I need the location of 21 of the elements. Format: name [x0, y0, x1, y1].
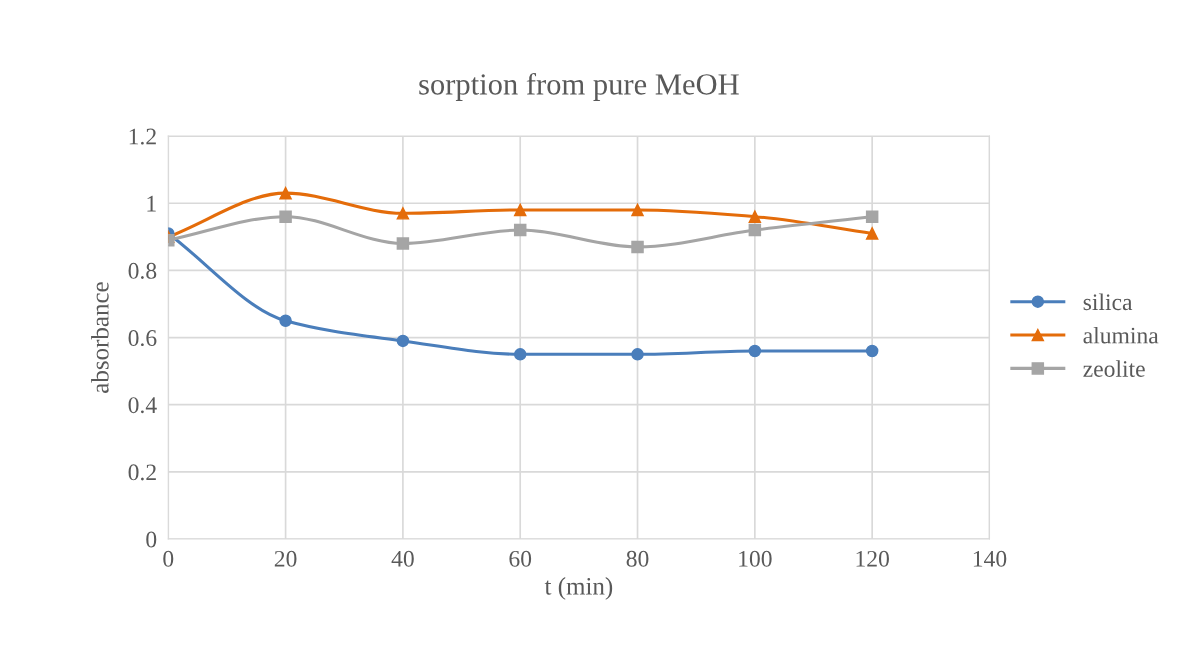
x-tick-label: 80 — [626, 550, 649, 567]
chart-title: sorption from pure MeOH — [419, 72, 739, 101]
y-axis-title: absorbance — [91, 282, 109, 393]
x-tick-label: 0 — [163, 550, 174, 567]
y-tick-label: 1.2 — [129, 128, 156, 145]
y-tick-label: 0.4 — [128, 397, 157, 414]
x-tick-label: 120 — [856, 550, 889, 567]
y-tick-label: 0.8 — [128, 262, 157, 279]
x-tick-label: 60 — [509, 550, 532, 567]
x-tick-label: 100 — [739, 550, 772, 567]
legend-label: silica — [1083, 293, 1133, 311]
y-tick-label: 0.6 — [128, 330, 157, 347]
x-tick-label: 40 — [391, 550, 414, 567]
y-tick-label: 0 — [146, 531, 157, 548]
x-axis-title: t (min) — [544, 577, 613, 600]
legend-label: alumina — [1083, 326, 1159, 344]
legend-label: zeolite — [1083, 360, 1145, 377]
x-tick-label: 20 — [274, 550, 297, 567]
y-tick-label: 0.2 — [128, 464, 156, 481]
x-tick-label: 140 — [973, 550, 1007, 567]
y-tick-label: 1 — [147, 195, 156, 212]
